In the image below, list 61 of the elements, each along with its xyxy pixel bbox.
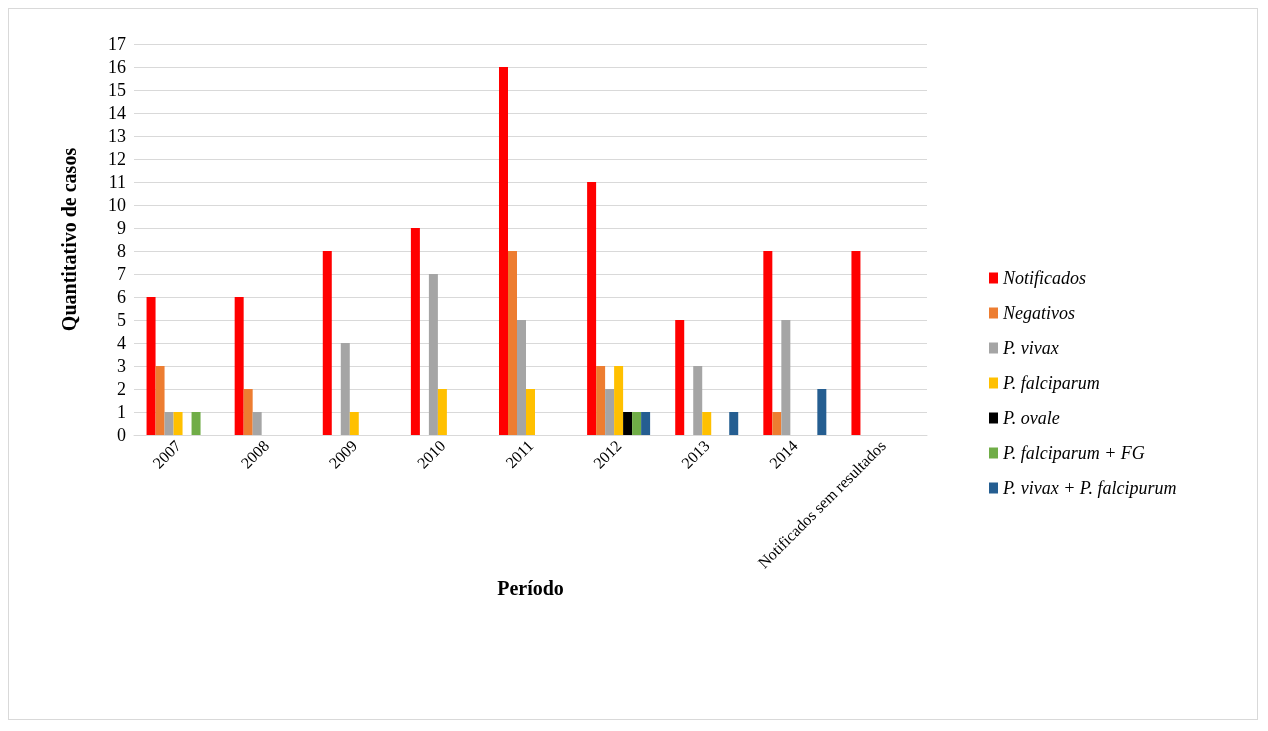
y-tick-label: 4 (117, 333, 126, 353)
y-tick-label: 14 (108, 103, 126, 123)
bar (605, 389, 615, 435)
bar (851, 251, 861, 435)
bar (234, 297, 244, 435)
y-tick-label: 2 (117, 379, 126, 399)
y-tick-label: 0 (117, 425, 126, 445)
bar (641, 412, 651, 435)
legend-label: P. vivax + P. falcipurum (1002, 478, 1177, 498)
bar (675, 320, 685, 435)
legend-label: Negativos (1002, 303, 1075, 323)
y-tick-label: 9 (117, 218, 126, 238)
bar (517, 320, 526, 435)
bar (614, 366, 624, 435)
y-tick-label: 1 (117, 402, 126, 422)
bar (155, 366, 165, 435)
bar (349, 412, 359, 435)
bar (146, 297, 156, 435)
legend-label: P. falciparum (1002, 373, 1100, 393)
y-tick-label: 10 (108, 195, 126, 215)
y-tick-label: 12 (108, 149, 126, 169)
x-axis-title: Período (497, 577, 564, 600)
legend-label: Notificados (1002, 268, 1087, 288)
bar (173, 412, 183, 435)
bar (322, 251, 332, 435)
bar (763, 251, 773, 435)
y-tick-label: 11 (108, 172, 126, 192)
legend-label: P. ovale (1002, 408, 1060, 428)
y-tick-label: 15 (108, 80, 126, 100)
bar (499, 67, 508, 435)
bar (428, 274, 438, 435)
y-tick-label: 17 (108, 34, 126, 54)
legend-label: P. vivax (1002, 338, 1059, 358)
bar (772, 412, 782, 435)
legend-label: P. falciparum + FG (1002, 443, 1145, 463)
y-tick-label: 13 (108, 126, 126, 146)
bar (702, 412, 712, 435)
bar (587, 182, 597, 435)
y-tick-label: 6 (117, 287, 126, 307)
bar (623, 412, 633, 435)
y-tick-label: 16 (108, 57, 126, 77)
bar (817, 389, 827, 435)
bar (781, 320, 791, 435)
y-tick-label: 5 (117, 310, 126, 330)
y-tick-label: 3 (117, 356, 126, 376)
bar (526, 389, 535, 435)
bar (191, 412, 201, 435)
bar (693, 366, 703, 435)
bar (410, 228, 420, 435)
y-axis-title: Quantitativo de casos (58, 147, 80, 332)
bar (508, 251, 517, 435)
bar (164, 412, 174, 435)
y-tick-label: 7 (117, 264, 126, 284)
bar (437, 389, 447, 435)
bar (729, 412, 739, 435)
bar (252, 412, 262, 435)
bar (340, 343, 350, 435)
bar (632, 412, 642, 435)
y-tick-label: 8 (117, 241, 126, 261)
bar (596, 366, 606, 435)
bar (243, 389, 253, 435)
